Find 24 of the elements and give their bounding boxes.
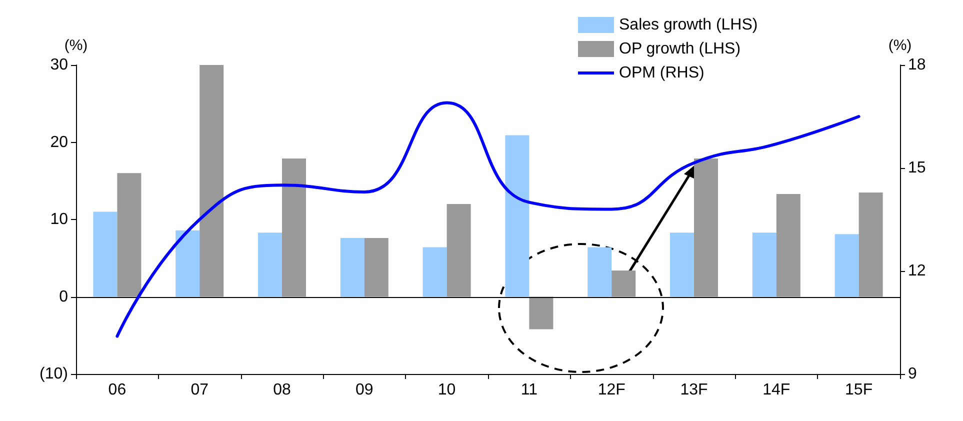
x-tick-label: 07 [190,382,209,398]
y-axis-title: (%) [64,37,88,54]
x-tick-label: 15F [845,382,873,398]
x-tick-label: 10 [438,382,456,398]
y2-tick-label: 15 [908,160,926,176]
y2-tick-label: 9 [908,366,917,382]
x-tick-label: 06 [108,382,126,398]
y-tick-label: 10 [50,211,68,228]
x-tick-label: 08 [273,382,291,398]
y2-tick-label: 12 [908,262,926,280]
x-tick-label: 13F [680,382,708,398]
x-tick-label: 09 [356,382,374,398]
y2-axis-title: (%) [888,37,912,54]
legend-label: Sales growth (LHS) [619,16,758,34]
x-tick-label: 11 [520,382,538,398]
legend-label: OPM (RHS) [619,64,704,82]
y-tick-label: 20 [50,134,68,151]
y-tick-label: 0 [59,288,68,306]
x-tick-label: 12F [598,382,626,398]
x-tick-label: 14F [762,382,790,398]
y2-tick-label: 18 [908,56,926,74]
legend-label: OP growth (LHS) [619,40,741,58]
y-tick-label: (10) [40,366,68,382]
y-tick-label: 30 [50,56,68,74]
